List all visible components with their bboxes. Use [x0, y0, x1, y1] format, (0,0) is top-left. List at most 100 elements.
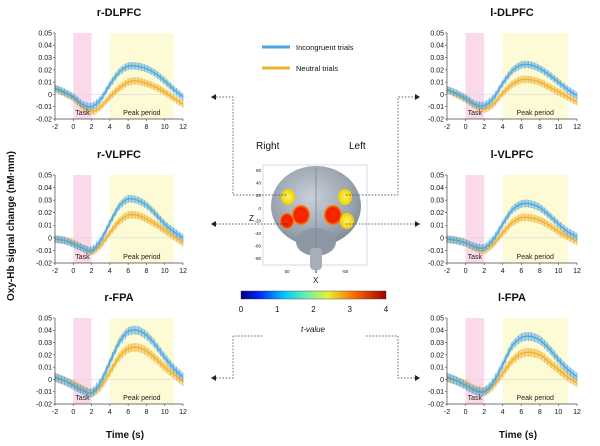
line-neutral: [446, 78, 578, 110]
y-tick-label: -0.01: [36, 248, 52, 255]
x-tick-label: 4: [501, 409, 505, 416]
y-tick-label: 0.01: [38, 80, 52, 87]
brain-x-tick-label: -50: [342, 269, 349, 274]
y-tick-label: 0: [440, 377, 444, 384]
y-tick-label: 0.04: [38, 43, 52, 50]
panel-l-vlpfc: l-VLPFC -0.02 -0.01 0 0.01 0.02 0.03 0.04 0.05 -2…: [428, 149, 581, 275]
x-tick-label: 4: [501, 268, 505, 275]
peak-period-label: Peak period: [517, 254, 554, 261]
arrowhead: [415, 375, 420, 381]
arrowhead: [211, 375, 216, 381]
line-incongruent: [54, 329, 184, 395]
panel-title-l-dlpfc: l-DLPFC: [490, 7, 533, 19]
panels: r-DLPFC -0.02 -0.01 0 0.01 0.02 0.03 0.04 0.05 -2…: [36, 7, 581, 416]
x-tick-label: -2: [444, 124, 450, 131]
brain-x-ticks: 50 0 -50: [284, 269, 348, 274]
x-tick-label: 0: [71, 268, 75, 275]
y-tick-label: 0.02: [430, 352, 444, 359]
y-tick-label: 0.01: [430, 223, 444, 230]
y-tick-label: 0.05: [38, 172, 52, 179]
line-incongruent: [446, 335, 578, 393]
brain-z-tick-label: 40: [256, 181, 262, 186]
activation-blob-r-dlpfc: [281, 189, 295, 205]
y-tick-label: 0.05: [430, 315, 444, 322]
y-tick-label: -0.02: [428, 401, 444, 408]
line-incongruent: [446, 202, 578, 250]
task-band: [465, 318, 485, 404]
x-tick-label: 0: [464, 409, 468, 416]
peak-period-label: Peak period: [123, 395, 160, 402]
y-tick-label: 0.05: [430, 30, 444, 37]
peak-period-label: Peak period: [123, 254, 160, 261]
y-tick-label: -0.01: [36, 104, 52, 111]
x-tick-label: 8: [144, 124, 148, 131]
x-tick-label: -2: [52, 409, 58, 416]
x-tick-label: 12: [573, 124, 581, 131]
task-label: Task: [75, 110, 90, 117]
brain-stem: [310, 248, 322, 270]
series-incongruent: [446, 60, 578, 110]
brain-z-tick-label: -40: [254, 231, 261, 236]
line-neutral: [54, 80, 184, 113]
x-tick-label: 8: [144, 268, 148, 275]
x-tick-label: 10: [161, 124, 169, 131]
y-tick-label: 0.03: [38, 340, 52, 347]
y-tick-label: 0.02: [430, 67, 444, 74]
y-tick-label: -0.01: [428, 104, 444, 111]
activation-blob-r-vlpfc: [292, 205, 310, 225]
panel-title-l-vlpfc: l-VLPFC: [491, 149, 534, 161]
panel-title-r-fpa: r-FPA: [104, 292, 133, 304]
x-tick-label: 4: [501, 124, 505, 131]
x-tick-label: 12: [179, 124, 187, 131]
y-tick-label: 0.02: [38, 352, 52, 359]
y-tick-label: 0.03: [430, 198, 444, 205]
task-band: [465, 33, 485, 119]
right-hemisphere-label: Right: [256, 141, 280, 152]
x-tick-label: -2: [52, 124, 58, 131]
panel-title-r-dlpfc: r-DLPFC: [97, 7, 142, 19]
peak-period-band: [502, 33, 568, 119]
connector-line: [211, 96, 286, 196]
x-tick-label: 0: [71, 409, 75, 416]
task-label: Task: [468, 110, 483, 117]
legend-label-incongruent: Incongruent trials: [296, 43, 354, 52]
y-tick-label: -0.01: [428, 248, 444, 255]
series-incongruent: [54, 325, 184, 398]
peak-period-label: Peak period: [123, 110, 160, 117]
y-tick-label: -0.02: [36, 401, 52, 408]
y-tick-label: 0.02: [430, 210, 444, 217]
y-tick-label: -0.02: [36, 116, 52, 123]
activation-blob-l-vlpfc: [324, 205, 342, 225]
x-tick-label: 10: [555, 124, 563, 131]
y-tick-label: 0: [440, 92, 444, 99]
y-tick-label: 0.05: [38, 30, 52, 37]
connector-line: [366, 335, 420, 379]
y-tick-label: 0.04: [38, 185, 52, 192]
x-tick-label: 10: [161, 268, 169, 275]
y-tick-label: 0.02: [38, 210, 52, 217]
brain-x-tick-label: 50: [284, 269, 290, 274]
arrowhead: [415, 221, 420, 227]
colorbar-tick-label: 2: [311, 305, 316, 314]
x-tick-label: 2: [90, 409, 94, 416]
y-tick-label: 0.01: [38, 365, 52, 372]
y-tick-label: 0.05: [430, 172, 444, 179]
panel-r-vlpfc: r-VLPFC -0.02 -0.01 0 0.01 0.02 0.03 0.04 0.05 -2…: [36, 149, 187, 275]
brain-x-tick-label: 0: [315, 269, 318, 274]
line-neutral: [446, 351, 578, 393]
peak-period-band: [109, 33, 174, 119]
y-tick-label: 0.04: [430, 185, 444, 192]
y-tick-label: 0.03: [430, 340, 444, 347]
x-tick-label: 2: [90, 268, 94, 275]
colorbar-tick-label: 1: [275, 305, 280, 314]
brain-z-ticks: 60 40 20 0 -20 -40 -60 -80: [254, 168, 261, 261]
x-tick-label: 2: [90, 124, 94, 131]
x-tick-label: 12: [573, 268, 581, 275]
y-tick-label: 0.02: [38, 67, 52, 74]
y-tick-label: -0.02: [428, 116, 444, 123]
x-tick-label: -2: [444, 409, 450, 416]
panel-r-fpa: r-FPA -0.02 -0.01 0 0.01 0.02 0.03 0.04 0.05 -2 0 2…: [36, 292, 187, 416]
x-tick-label: 10: [161, 409, 169, 416]
colorbar-ticks: 0 1 2 3 4: [239, 305, 389, 314]
